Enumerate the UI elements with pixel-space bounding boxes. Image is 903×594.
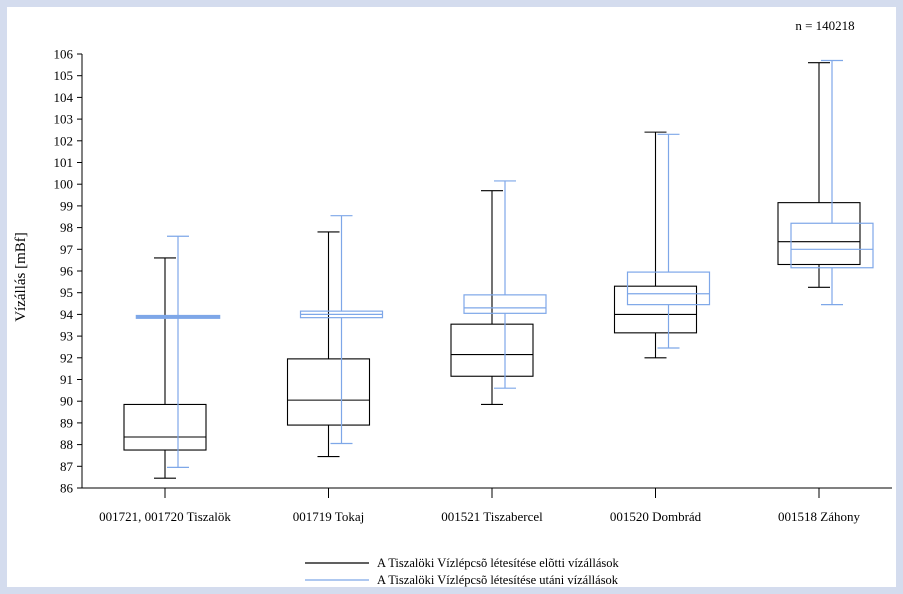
y-tick-label: 92	[60, 350, 73, 365]
legend: A Tiszalöki Vízlépcsõ létesítése elõtti …	[305, 556, 619, 587]
box-iqr	[123, 403, 207, 451]
box-before	[613, 131, 698, 359]
sample-size-label: n = 140218	[795, 18, 854, 33]
x-tick-label: 001521 Tiszabercel	[441, 509, 543, 524]
y-tick-label: 89	[60, 415, 73, 430]
x-tick-label: 001520 Dombrád	[610, 509, 702, 524]
box-iqr	[463, 294, 547, 314]
y-tick-label: 99	[60, 198, 73, 213]
legend-label-after: A Tiszalöki Vízlépcsõ létesítése utáni v…	[377, 573, 619, 587]
box-after	[135, 235, 221, 468]
y-tick-label: 103	[54, 112, 74, 127]
box-iqr	[286, 358, 371, 426]
box-iqr	[626, 271, 711, 306]
y-tick-label: 106	[54, 47, 74, 62]
box-after	[626, 133, 711, 349]
y-tick-label: 93	[60, 329, 73, 344]
y-tick-label: 104	[54, 90, 74, 105]
y-tick-label: 88	[60, 437, 73, 452]
box-after	[790, 59, 874, 306]
y-tick-label: 101	[54, 155, 74, 170]
axes: 86 87 88 89 90 91 92 93 94 95 96 97 98 99 100 101 102 103…	[54, 47, 892, 524]
y-tick-label: 97	[60, 242, 74, 257]
y-tick-label: 102	[54, 133, 74, 148]
y-tick-label: 98	[60, 220, 73, 235]
x-tick-label: 001719 Tokaj	[293, 509, 364, 524]
box-iqr	[613, 285, 698, 334]
box-before	[286, 231, 371, 458]
box-before	[450, 190, 534, 406]
legend-label-before: A Tiszalöki Vízlépcsõ létesítése elõtti …	[377, 556, 619, 570]
y-tick-label: 96	[60, 264, 74, 279]
y-tick-label: 94	[60, 307, 74, 322]
y-tick-label: 105	[54, 68, 74, 83]
y-tick-label: 87	[60, 459, 74, 474]
y-axis-label: Vízállás [mBf]	[13, 232, 29, 322]
box-iqr	[777, 202, 861, 266]
box-after	[463, 180, 547, 389]
boxplot-chart: n = 140218 Vízállás [mBf] 86 87 88 89 90 91 92…	[13, 18, 892, 587]
x-tick-label: 001721, 001720 Tiszalök	[99, 509, 231, 524]
box-after	[299, 215, 384, 445]
y-tick-label: 100	[54, 177, 74, 192]
y-tick-label: 95	[60, 285, 73, 300]
x-tick-label: 001518 Záhony	[778, 509, 860, 524]
box-iqr	[450, 323, 534, 377]
chart-frame: n = 140218 Vízállás [mBf] 86 87 88 89 90 91 92…	[7, 7, 896, 587]
y-tick-label: 86	[60, 481, 74, 496]
box-before	[123, 257, 207, 479]
y-tick-label: 90	[60, 394, 73, 409]
box-before	[777, 62, 861, 288]
box-iqr	[790, 222, 874, 269]
y-tick-label: 91	[60, 372, 73, 387]
plot-area	[123, 59, 874, 479]
